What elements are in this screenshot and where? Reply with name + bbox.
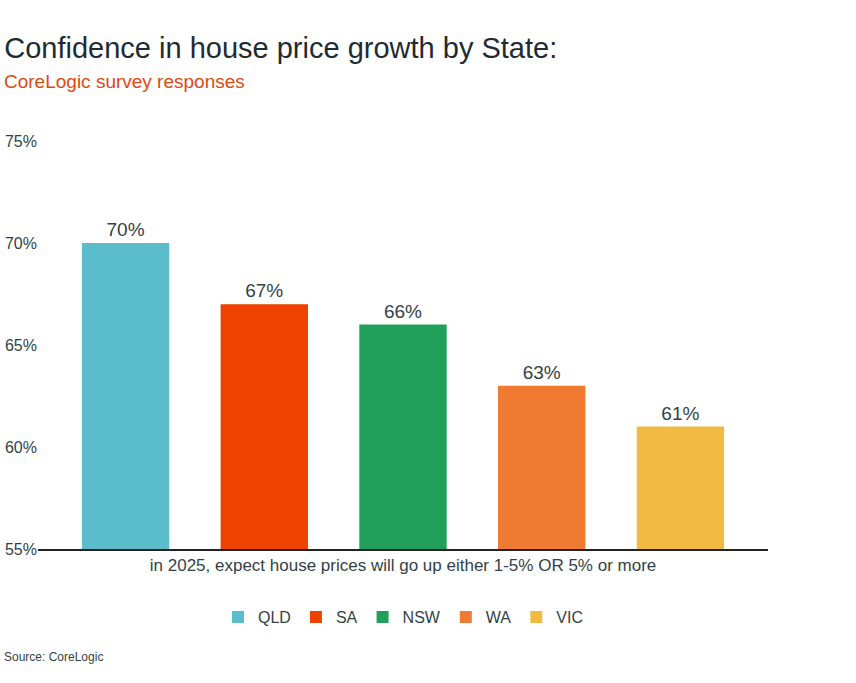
svg-text:55%: 55% [5, 541, 37, 558]
svg-text:63%: 63% [523, 362, 561, 383]
svg-text:SA: SA [336, 609, 358, 626]
svg-text:60%: 60% [5, 439, 37, 456]
svg-text:Source: CoreLogic: Source: CoreLogic [4, 650, 103, 664]
svg-text:Confidence in house price grow: Confidence in house price growth by Stat… [4, 32, 557, 64]
svg-text:65%: 65% [5, 337, 37, 354]
svg-text:in 2025, expect house prices w: in 2025, expect house prices will go up … [150, 556, 656, 575]
svg-text:QLD: QLD [258, 609, 291, 626]
svg-text:67%: 67% [245, 280, 283, 301]
svg-text:66%: 66% [384, 301, 422, 322]
svg-text:70%: 70% [5, 235, 37, 252]
svg-text:NSW: NSW [403, 609, 441, 626]
svg-text:70%: 70% [107, 219, 145, 240]
svg-text:WA: WA [486, 609, 512, 626]
svg-text:VIC: VIC [556, 609, 583, 626]
svg-text:75%: 75% [5, 133, 37, 150]
svg-text:61%: 61% [661, 403, 699, 424]
svg-text:CoreLogic survey responses: CoreLogic survey responses [4, 71, 245, 92]
